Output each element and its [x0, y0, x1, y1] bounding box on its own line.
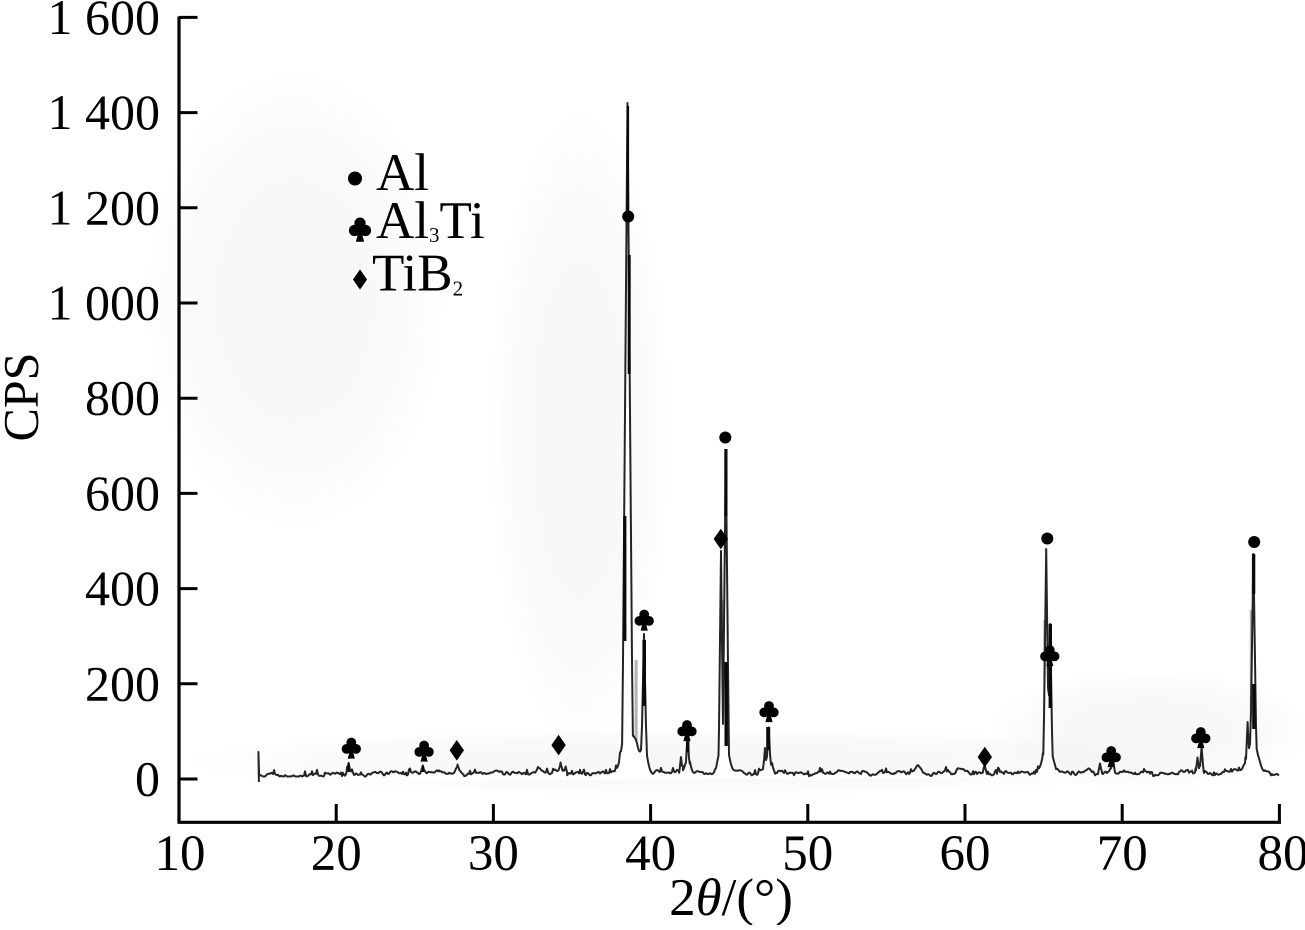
svg-text:0: 0: [135, 751, 160, 807]
svg-text:800: 800: [85, 370, 160, 426]
svg-text:2θ/(°): 2θ/(°): [669, 869, 793, 925]
svg-text:1 600: 1 600: [48, 0, 161, 45]
svg-text:1 000: 1 000: [48, 275, 161, 331]
svg-text:20: 20: [311, 826, 362, 882]
svg-text:TiB2: TiB2: [372, 245, 463, 303]
svg-text:10: 10: [155, 826, 206, 882]
svg-text:1 200: 1 200: [48, 179, 161, 235]
svg-text:600: 600: [85, 465, 160, 521]
svg-text:80: 80: [1258, 826, 1305, 882]
svg-text:30: 30: [468, 826, 519, 882]
svg-text:CPS: CPS: [0, 353, 49, 442]
svg-text:200: 200: [85, 655, 160, 711]
svg-text:400: 400: [85, 560, 160, 616]
svg-text:70: 70: [1097, 826, 1148, 882]
svg-text:60: 60: [940, 826, 991, 882]
svg-text:1 400: 1 400: [48, 84, 161, 140]
